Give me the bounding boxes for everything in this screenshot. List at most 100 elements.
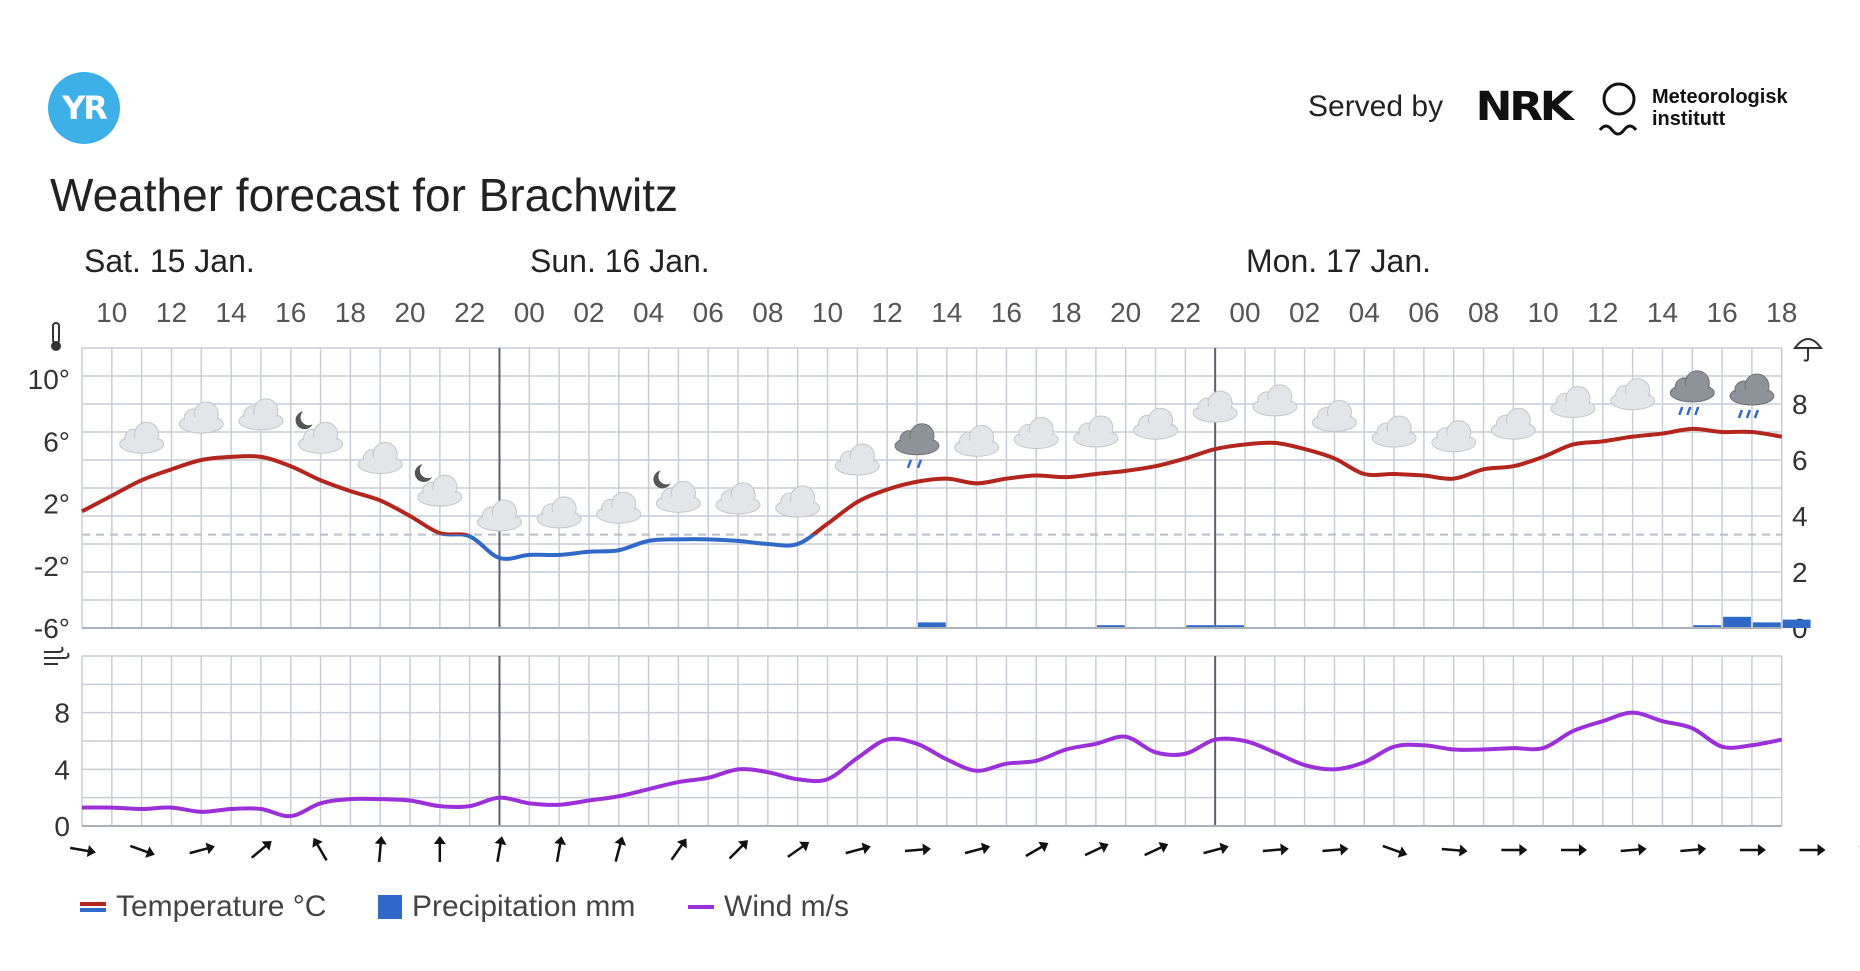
wind-direction-arrow xyxy=(1561,844,1587,856)
cloud-icon xyxy=(1431,420,1477,453)
temp-axis-label: 10° xyxy=(28,364,70,395)
temperature-line-warm xyxy=(81,426,1783,535)
cloud-icon xyxy=(178,401,224,434)
wind-direction-arrow xyxy=(69,845,96,857)
legend-precipitation: Precipitation mm xyxy=(378,890,635,924)
cloud-icon xyxy=(357,441,403,474)
partly-cloudy-night-icon xyxy=(295,409,344,454)
hour-label: 12 xyxy=(1587,297,1618,328)
wind-axis-label: 4 xyxy=(54,754,70,785)
precipitation-bar xyxy=(1723,616,1751,628)
legend-temperature: Temperature °C xyxy=(80,890,326,924)
hour-label: 02 xyxy=(1289,297,1320,328)
wind-direction-arrow xyxy=(1262,843,1289,856)
hour-label: 22 xyxy=(454,297,485,328)
precip-axis-label: 2 xyxy=(1792,557,1808,588)
wind-direction-arrow xyxy=(904,843,931,856)
precipitation-swatch xyxy=(378,895,402,919)
wind-direction-arrow xyxy=(189,842,215,855)
rain-icon xyxy=(1669,370,1715,416)
served-by-label: Served by xyxy=(1308,90,1444,123)
wind-axis-label: 0 xyxy=(54,811,70,842)
cloud-icon xyxy=(119,421,165,454)
wind-direction-arrow xyxy=(1084,842,1109,857)
precipitation-bar xyxy=(1186,625,1215,628)
partly-cloudy-night-icon xyxy=(414,462,463,507)
hour-label: 06 xyxy=(693,297,724,328)
wind-direction-arrow xyxy=(250,841,272,859)
page-title: Weather forecast for Brachwitz xyxy=(50,169,679,221)
cloud-icon xyxy=(476,499,522,532)
wind-line xyxy=(81,710,1783,819)
legend-wind-label: Wind m/s xyxy=(724,890,850,923)
hour-label: 14 xyxy=(1647,297,1678,328)
temp-axis-label: 6° xyxy=(43,426,70,457)
logo-text: YR xyxy=(62,89,108,127)
day-label: Mon. 17 Jan. xyxy=(1246,243,1431,279)
nrk-logo[interactable]: NRK xyxy=(1475,84,1574,130)
hour-label: 04 xyxy=(633,297,664,328)
wind-icon xyxy=(44,646,70,665)
cloud-icon xyxy=(1490,407,1536,440)
cloud-icon xyxy=(1252,384,1298,417)
hour-label: 16 xyxy=(1707,297,1738,328)
hour-label: 14 xyxy=(216,297,247,328)
hour-label: 12 xyxy=(872,297,903,328)
wind-direction-arrow xyxy=(1322,843,1349,856)
hour-label: 00 xyxy=(1229,297,1260,328)
rain-icon xyxy=(1729,373,1775,419)
wind-direction-arrow xyxy=(374,836,387,863)
hour-label: 00 xyxy=(514,297,545,328)
light-rain-icon xyxy=(894,423,940,469)
precipitation-bar xyxy=(1693,625,1722,628)
wind-direction-arrow xyxy=(433,836,446,862)
cloud-icon xyxy=(954,424,1000,457)
hour-label: 18 xyxy=(335,297,366,328)
wind-swatch xyxy=(688,905,714,909)
hour-label: 16 xyxy=(275,297,306,328)
legend-wind: Wind m/s xyxy=(688,890,849,924)
cloud-icon xyxy=(1550,385,1596,418)
temp-axis-label: 2° xyxy=(43,489,70,520)
wind-direction-arrow xyxy=(1203,842,1229,855)
forecast-chart: Sat. 15 Jan. Sun. 16 Jan. Mon. 17 Jan. 10 12… xyxy=(28,243,1860,863)
day-label: Sat. 15 Jan. xyxy=(84,243,255,279)
wind-direction-arrow xyxy=(1144,842,1169,857)
cloud-icon xyxy=(775,485,821,518)
hour-label: 18 xyxy=(1050,297,1081,328)
precip-axis-label: 8 xyxy=(1792,389,1808,420)
wind-direction-arrow xyxy=(1799,844,1826,856)
legend-precipitation-label: Precipitation mm xyxy=(412,890,636,923)
wind-direction-arrow xyxy=(129,844,155,858)
precip-axis-label: 4 xyxy=(1792,501,1808,532)
precipitation-bar xyxy=(1216,625,1244,628)
met-institute-icon xyxy=(1598,82,1638,136)
cloud-icon xyxy=(596,491,642,524)
met-institute-logo[interactable]: Meteorologisk institutt xyxy=(1652,86,1788,130)
cloud-icon xyxy=(238,398,284,431)
cloud-icon xyxy=(536,496,582,529)
wind-direction-arrow xyxy=(845,842,871,855)
hour-label: 08 xyxy=(1468,297,1499,328)
cloud-icon xyxy=(1192,390,1238,423)
thermometer-icon xyxy=(51,322,61,351)
legend-temperature-label: Temperature °C xyxy=(116,890,327,923)
wind-axis-label: 8 xyxy=(54,698,70,729)
cloud-icon xyxy=(1133,407,1179,440)
wind-direction-arrow xyxy=(554,836,567,863)
hour-label: 10 xyxy=(812,297,843,328)
wind-direction-arrow xyxy=(1441,844,1468,857)
temperature-swatch xyxy=(80,902,106,912)
met-text-line2: institutt xyxy=(1652,108,1726,130)
met-text-line1: Meteorologisk xyxy=(1652,86,1788,108)
cloud-icon xyxy=(834,443,880,476)
hour-label: 18 xyxy=(1766,297,1797,328)
cloud-icon xyxy=(1073,415,1119,448)
hour-label: 04 xyxy=(1349,297,1380,328)
hour-label: 16 xyxy=(991,297,1022,328)
cloud-icon xyxy=(1013,417,1059,450)
hour-label: 12 xyxy=(156,297,187,328)
wind-direction-arrow xyxy=(787,841,810,858)
yr-logo[interactable]: YR xyxy=(48,72,120,144)
wind-direction-arrow xyxy=(728,840,748,860)
